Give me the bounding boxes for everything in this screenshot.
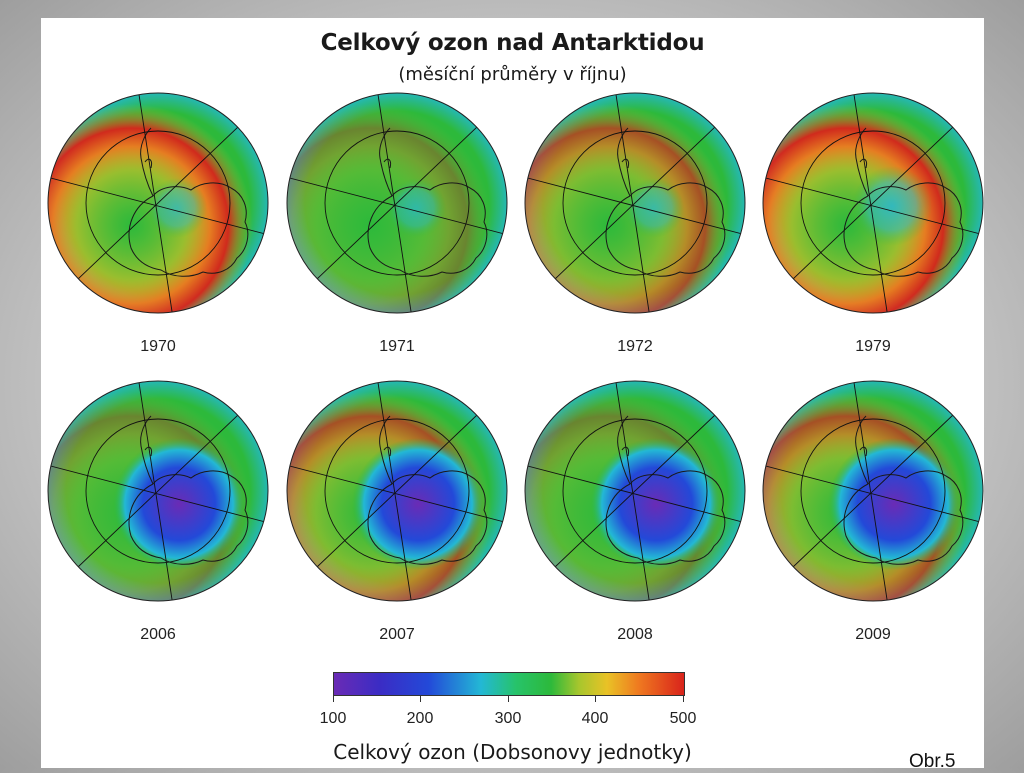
- colorbar-tick-label: 100: [319, 710, 347, 727]
- colorbar-tick: [420, 696, 421, 702]
- map-year-label: 1979: [855, 338, 891, 355]
- ozone-map-2006: 2006: [43, 376, 283, 646]
- map-year-label: 2007: [379, 626, 415, 643]
- graticule-lines: [48, 381, 268, 601]
- antarctica-outline: [605, 127, 726, 277]
- antarctica-outline: [843, 127, 964, 277]
- ozone-map-1972: 1972: [520, 88, 760, 358]
- colorbar-tick-label: 200: [406, 710, 434, 727]
- figure-title: Celkový ozon nad Antarktidou: [320, 30, 705, 56]
- graticule-lines: [525, 381, 745, 601]
- polar-map-globe: [524, 380, 746, 602]
- ozone-map-2009: 2009: [758, 376, 998, 646]
- colorbar-tick-label: 500: [669, 710, 697, 727]
- ozone-map-2007: 2007: [282, 376, 522, 646]
- polar-map-globe: [762, 92, 984, 314]
- map-year-label: 2008: [617, 626, 653, 643]
- map-year-label: 2006: [140, 626, 176, 643]
- ozone-map-1971: 1971: [282, 88, 522, 358]
- antarctica-outline: [367, 127, 488, 277]
- polar-map-globe: [47, 92, 269, 314]
- polar-map-globe: [524, 92, 746, 314]
- antarctica-outline: [128, 415, 249, 565]
- polar-map-globe: [286, 92, 508, 314]
- colorbar-tick-label: 400: [581, 710, 609, 727]
- colorbar-tick: [508, 696, 509, 702]
- graticule-lines: [287, 381, 507, 601]
- polar-map-globe: [286, 380, 508, 602]
- colorbar-title: Celkový ozon (Dobsonovy jednotky): [333, 740, 692, 764]
- figure-panel: Celkový ozon nad Antarktidou (měsíční pr…: [41, 18, 984, 772]
- colorbar-tick: [683, 696, 684, 702]
- graticule-lines: [763, 93, 983, 313]
- map-year-label: 1972: [617, 338, 653, 355]
- figure-subtitle: (měsíční průměry v říjnu): [398, 64, 627, 85]
- map-year-label: 1971: [379, 338, 415, 355]
- ozone-map-1979: 1979: [758, 88, 998, 358]
- graticule-lines: [287, 93, 507, 313]
- map-year-label: 1970: [140, 338, 176, 355]
- map-year-label: 2009: [855, 626, 891, 643]
- polar-map-globe: [47, 380, 269, 602]
- colorbar-tick: [595, 696, 596, 702]
- colorbar-tick: [333, 696, 334, 702]
- colorbar: [333, 672, 685, 696]
- graticule-lines: [763, 381, 983, 601]
- antarctica-outline: [367, 415, 488, 565]
- antarctica-outline: [843, 415, 964, 565]
- polar-map-globe: [762, 380, 984, 602]
- antarctica-outline: [605, 415, 726, 565]
- figure-reference: Obr.5: [909, 751, 956, 772]
- antarctica-outline: [128, 127, 249, 277]
- graticule-lines: [48, 93, 268, 313]
- colorbar-tick-label: 300: [494, 710, 522, 727]
- graticule-lines: [525, 93, 745, 313]
- ozone-map-1970: 1970: [43, 88, 283, 358]
- ozone-map-2008: 2008: [520, 376, 760, 646]
